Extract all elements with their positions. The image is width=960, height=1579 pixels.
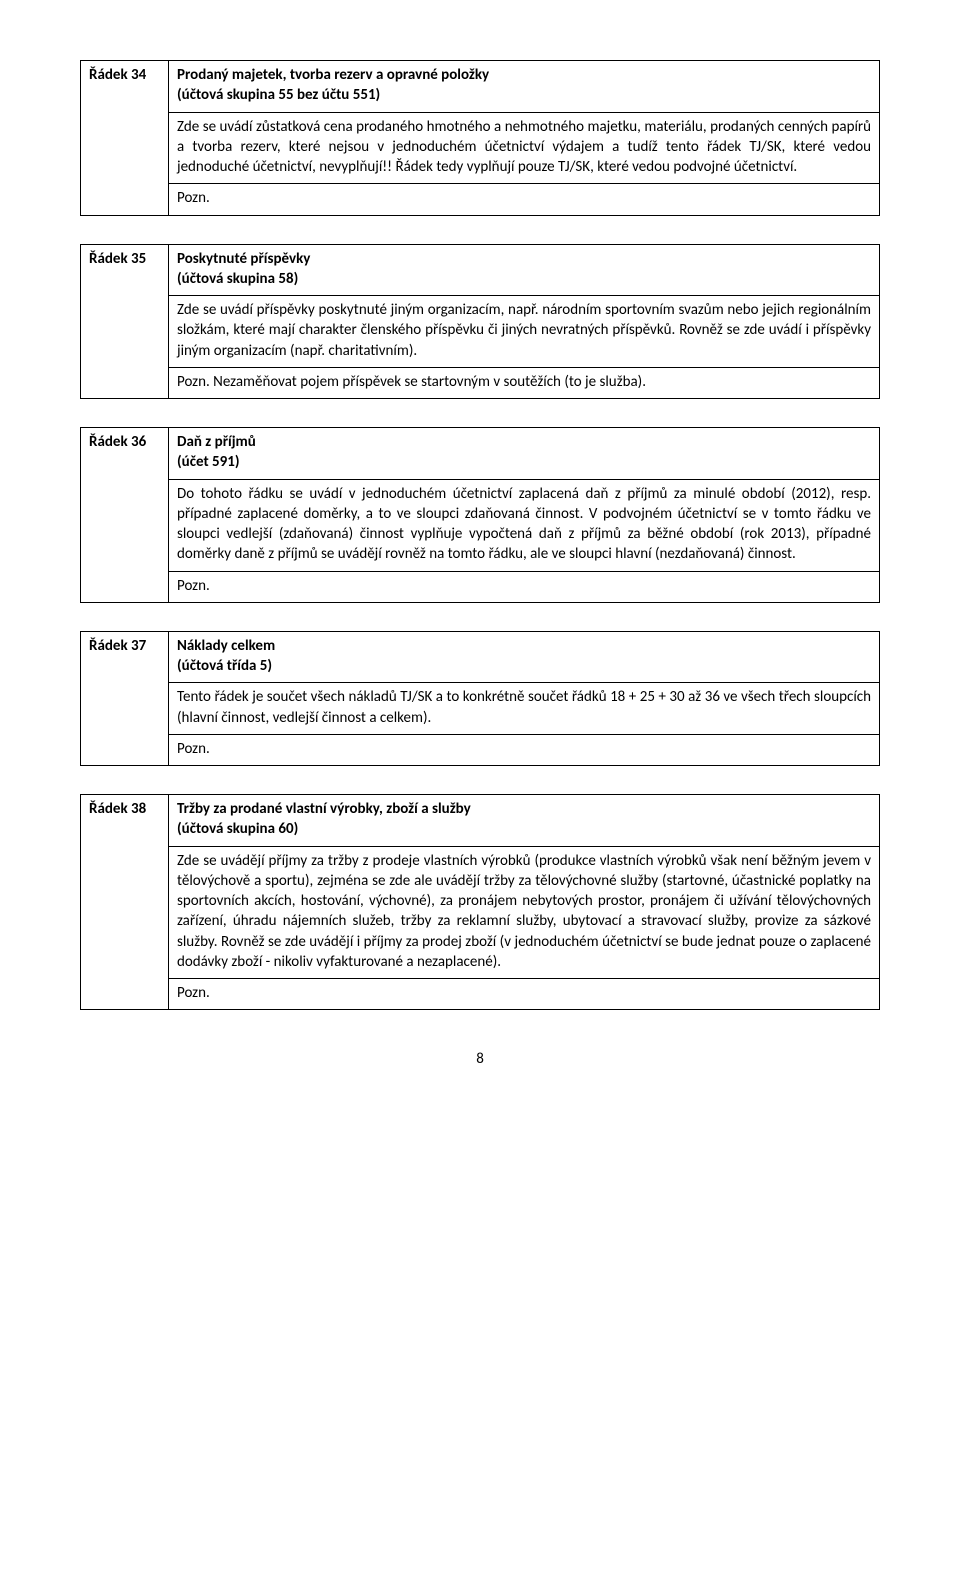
row-body: Zde se uvádí příspěvky poskytnuté jiným …: [169, 296, 880, 368]
row-body: Zde se uvádějí příjmy za tržby z prodeje…: [169, 846, 880, 979]
row-heading: Poskytnuté příspěvky (účtová skupina 58): [169, 244, 880, 296]
row-note: Pozn.: [169, 571, 880, 602]
row-label: Řádek 36: [81, 428, 169, 603]
row-heading: Prodaný majetek, tvorba rezerv a opravné…: [169, 61, 880, 113]
row-heading: Tržby za prodané vlastní výrobky, zboží …: [169, 795, 880, 847]
row-note: Pozn.: [169, 184, 880, 215]
row-note: Pozn. Nezaměňovat pojem příspěvek se sta…: [169, 367, 880, 398]
row-label: Řádek 37: [81, 631, 169, 765]
row-subtitle: (účtová skupina 58): [177, 269, 871, 289]
row-note: Pozn.: [169, 734, 880, 765]
table-row-37: Řádek 37 Náklady celkem (účtová třída 5)…: [80, 631, 880, 766]
table-row-35: Řádek 35 Poskytnuté příspěvky (účtová sk…: [80, 244, 880, 400]
row-subtitle: (účtová skupina 60): [177, 819, 871, 839]
table-row-34: Řádek 34 Prodaný majetek, tvorba rezerv …: [80, 60, 880, 216]
table-row-38: Řádek 38 Tržby za prodané vlastní výrobk…: [80, 794, 880, 1010]
row-body: Do tohoto řádku se uvádí v jednoduchém ú…: [169, 479, 880, 571]
row-note: Pozn.: [169, 979, 880, 1010]
row-body: Zde se uvádí zůstatková cena prodaného h…: [169, 112, 880, 184]
row-subtitle: (účtová třída 5): [177, 656, 871, 676]
row-subtitle: (účtová skupina 55 bez účtu 551): [177, 85, 871, 105]
row-title: Daň z příjmů: [177, 432, 871, 452]
row-title: Prodaný majetek, tvorba rezerv a opravné…: [177, 65, 871, 85]
row-body: Tento řádek je součet všech nákladů TJ/S…: [169, 683, 880, 735]
page-number: 8: [80, 1050, 880, 1068]
row-title: Tržby za prodané vlastní výrobky, zboží …: [177, 799, 871, 819]
row-title: Náklady celkem: [177, 636, 871, 656]
row-title: Poskytnuté příspěvky: [177, 249, 871, 269]
row-label: Řádek 34: [81, 61, 169, 216]
row-heading: Daň z příjmů (účet 591): [169, 428, 880, 480]
row-label: Řádek 35: [81, 244, 169, 399]
row-label: Řádek 38: [81, 795, 169, 1010]
row-subtitle: (účet 591): [177, 452, 871, 472]
row-heading: Náklady celkem (účtová třída 5): [169, 631, 880, 683]
table-row-36: Řádek 36 Daň z příjmů (účet 591) Do toho…: [80, 427, 880, 603]
